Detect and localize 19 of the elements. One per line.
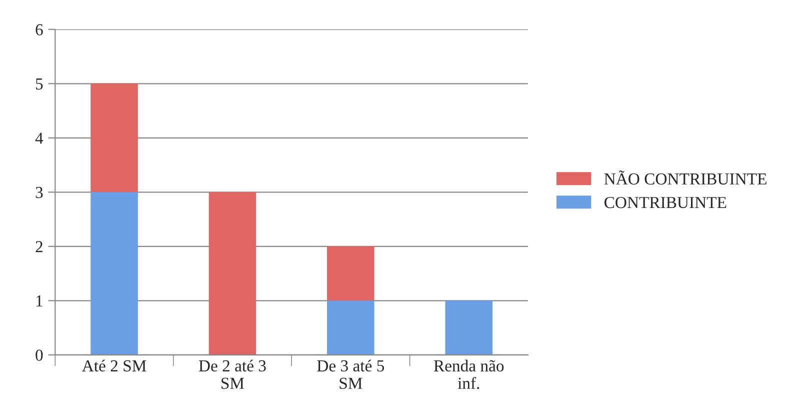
legend-label: NÃO CONTRIBUINTE <box>604 170 766 185</box>
y-tick-label: 5 <box>36 78 43 90</box>
bar <box>208 192 256 355</box>
bar <box>327 300 374 355</box>
x-tick-label: Renda não inf. <box>434 360 504 389</box>
bar <box>90 192 138 355</box>
legend-label: CONTRIBUINTE <box>604 196 726 208</box>
x-tick-label: De 2 até 3 SM <box>198 360 266 389</box>
bar <box>327 246 374 301</box>
y-tick-label: 0 <box>36 350 43 361</box>
y-tick-label: 6 <box>36 24 43 36</box>
y-tick-label: 2 <box>36 241 42 252</box>
bar <box>90 84 138 192</box>
x-tick-label: De 3 até 5 SM <box>317 360 384 389</box>
x-tick-label: Até 2 SM <box>82 360 146 372</box>
y-tick-label: 4 <box>35 132 44 144</box>
y-tick-label: 1 <box>36 295 42 306</box>
bar <box>445 300 492 355</box>
y-tick-label: 3 <box>36 186 43 198</box>
